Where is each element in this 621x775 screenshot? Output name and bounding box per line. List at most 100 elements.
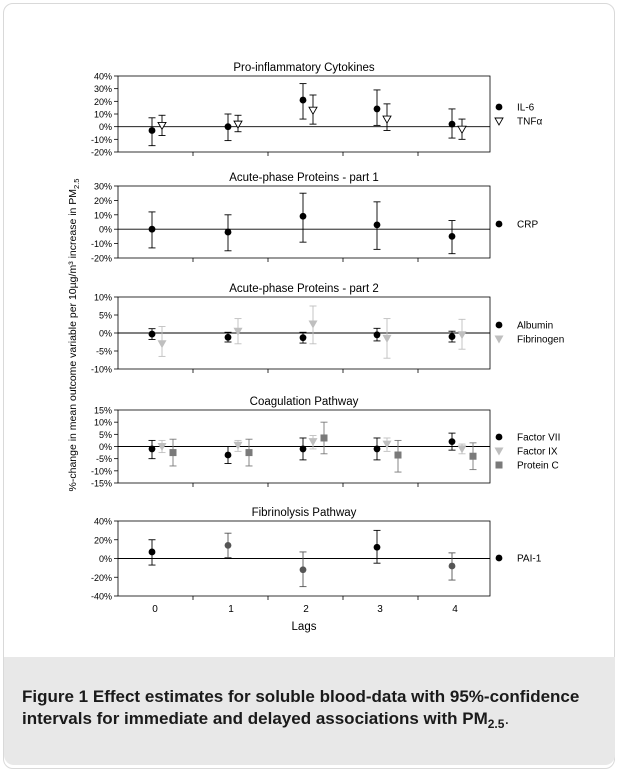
data-point: [233, 327, 243, 336]
panel-title: Fibrinolysis Pathway: [252, 507, 357, 519]
series-protein-c: [169, 421, 477, 473]
y-axis-label-text: %-change in mean outcome variable per 10…: [67, 189, 79, 492]
legend-label: Factor VII: [517, 433, 560, 444]
y-tick-label: 20%: [94, 535, 112, 545]
series-crp: [148, 192, 456, 255]
panel-4: Coagulation Pathway 15% 10% 5% 0% -5% -10% -15%…: [91, 396, 560, 489]
series-factor-vii: [148, 432, 456, 464]
caption-background: [4, 657, 615, 765]
data-point: [495, 103, 503, 111]
legend-label: Protein C: [517, 461, 559, 472]
x-axis-label: Lags: [292, 621, 317, 633]
plot-area: [117, 185, 491, 259]
y-tick-label: 0%: [99, 442, 112, 452]
y-tick-label: -40%: [91, 592, 112, 602]
y-tick-label: 40%: [94, 72, 112, 82]
y-tick-label: 5%: [99, 430, 112, 440]
data-point: [224, 333, 232, 341]
x-tick-label: 4: [452, 604, 458, 615]
panel-title: Acute-phase Proteins - part 2: [229, 283, 379, 295]
y-tick-label: 0%: [99, 122, 112, 132]
caption-end: .: [504, 709, 510, 728]
figure-chart: Pro-inflammatory Cytokines40%30%20%10%0%…: [67, 62, 564, 633]
data-point: [157, 443, 167, 451]
data-point: [495, 554, 503, 562]
data-point: [457, 125, 467, 135]
y-tick-label: 0%: [99, 329, 112, 339]
data-point: [494, 117, 504, 126]
y-tick-label: -15%: [91, 479, 112, 489]
x-tick-label: 3: [377, 604, 383, 615]
panel-2: Acute-phase Proteins - part 1 30% 20% 10% 0%…: [91, 172, 538, 264]
series-albumin: [148, 327, 456, 344]
legend-label: CRP: [517, 220, 538, 231]
data-point: [373, 543, 381, 551]
y-tick-label: 30%: [94, 84, 112, 94]
data-point: [299, 445, 307, 453]
data-point: [320, 434, 328, 442]
data-point: [495, 321, 503, 329]
y-axis-label: %-change in mean outcome variable per 10…: [67, 179, 81, 492]
series-fibrinogen: [157, 305, 467, 359]
y-tick-label: 10%: [94, 418, 112, 428]
data-point: [448, 120, 456, 128]
plot-area: [117, 75, 491, 153]
y-tick-label: 30%: [94, 182, 112, 192]
y-tick-label: -20%: [91, 148, 112, 158]
data-point: [224, 451, 232, 459]
data-point: [148, 127, 156, 134]
data-point: [373, 331, 381, 339]
y-tick-label: 40%: [94, 517, 112, 527]
x-tick-label: 1: [228, 604, 234, 615]
y-tick-label: 10%: [94, 110, 112, 120]
data-point: [299, 566, 307, 574]
series-factor-ix: [157, 435, 467, 455]
y-tick-label: 15%: [94, 406, 112, 416]
data-point: [457, 331, 467, 340]
data-point: [308, 106, 318, 116]
panel-title: Pro-inflammatory Cytokines: [233, 62, 374, 74]
data-point: [495, 461, 503, 469]
data-point: [448, 562, 456, 570]
data-point: [373, 445, 381, 453]
data-point: [494, 335, 504, 344]
x-tick-label: 2: [303, 604, 309, 615]
caption-label: Figure 1: [22, 687, 89, 706]
data-point: [382, 334, 392, 343]
y-tick-label: -20%: [91, 254, 112, 264]
legend-label: TNFα: [517, 117, 542, 128]
data-point: [494, 447, 504, 456]
data-point: [448, 233, 456, 240]
data-point: [373, 221, 381, 229]
data-point: [308, 320, 318, 329]
data-point: [157, 121, 167, 131]
y-tick-label: -10%: [91, 135, 112, 145]
y-tick-label: -5%: [96, 347, 112, 357]
legend-label: IL-6: [517, 103, 535, 114]
data-point: [299, 96, 307, 104]
y-tick-label: 20%: [94, 97, 112, 107]
series-il-6: [148, 83, 456, 147]
data-point: [457, 445, 467, 454]
legend-label: Fibrinogen: [517, 335, 564, 346]
data-point: [495, 220, 503, 228]
y-tick-label: 10%: [94, 293, 112, 303]
panel-title: Coagulation Pathway: [250, 396, 359, 408]
data-point: [233, 120, 243, 130]
caption-text: Effect estimates for soluble blood-data …: [22, 687, 580, 728]
data-point: [224, 123, 232, 131]
data-point: [469, 452, 477, 460]
y-tick-label: -20%: [91, 573, 112, 583]
data-point: [245, 449, 253, 457]
data-point: [148, 225, 156, 233]
figure-caption: Figure 1 Effect estimates for soluble bl…: [22, 686, 602, 735]
data-point: [233, 441, 243, 450]
y-axis-label-subscript: 2.5: [72, 179, 81, 189]
data-point: [224, 228, 232, 236]
legend-label: PAI-1: [517, 554, 542, 565]
y-tick-label: 20%: [94, 196, 112, 206]
x-tick-label: 0: [152, 604, 158, 615]
y-tick-label: 0%: [99, 554, 112, 564]
data-point: [308, 438, 318, 447]
y-tick-label: 0%: [99, 225, 112, 235]
